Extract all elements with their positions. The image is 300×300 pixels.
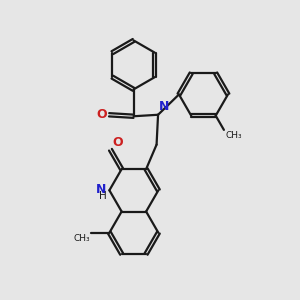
Text: CH₃: CH₃ <box>74 234 91 243</box>
Text: CH₃: CH₃ <box>225 131 242 140</box>
Text: N: N <box>96 183 106 196</box>
Text: O: O <box>96 108 107 121</box>
Text: O: O <box>112 136 123 149</box>
Text: N: N <box>159 100 169 113</box>
Text: H: H <box>99 191 106 201</box>
